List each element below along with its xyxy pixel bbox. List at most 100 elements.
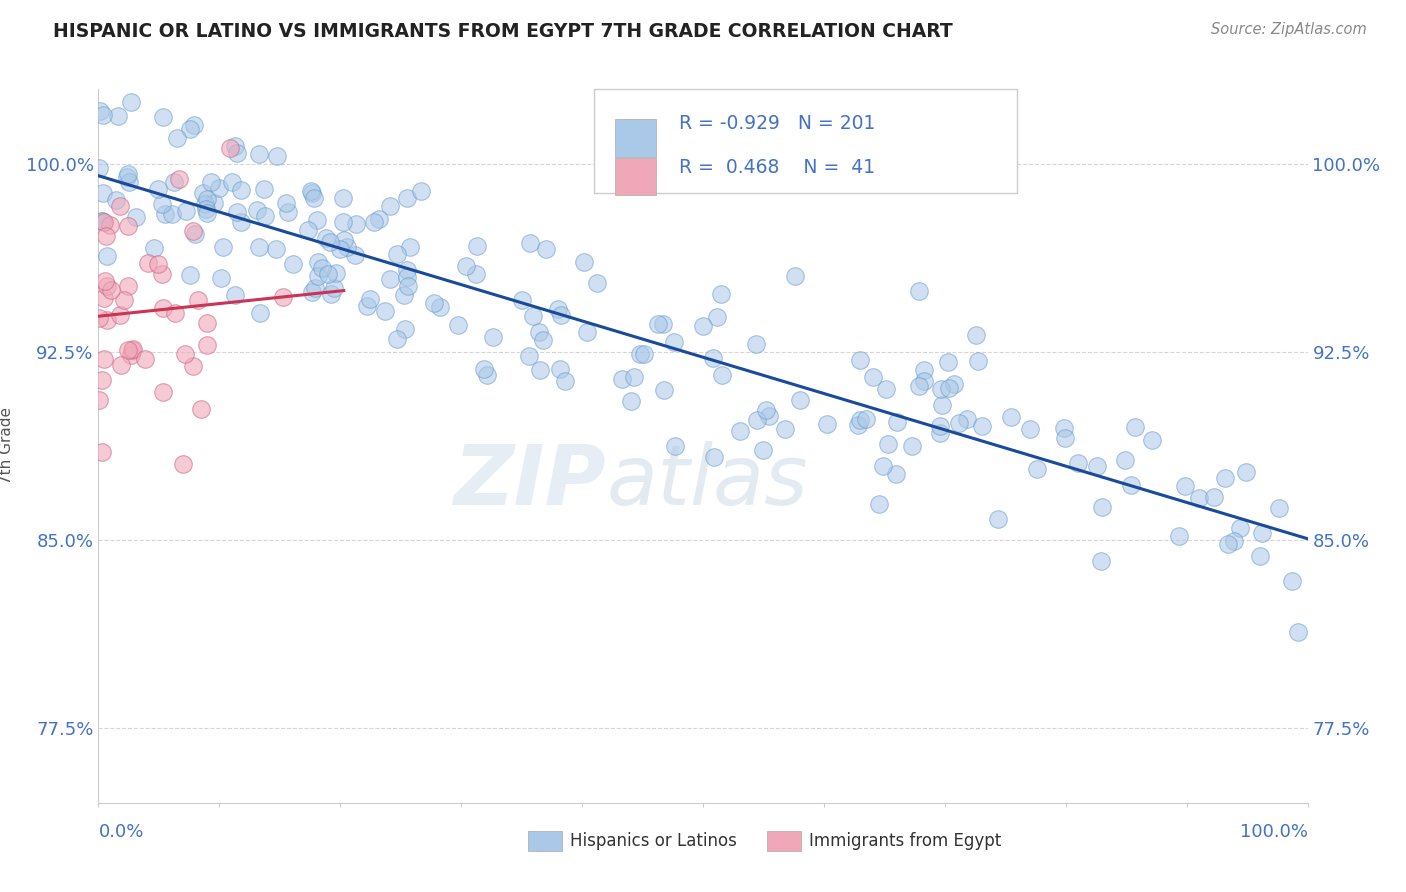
Point xyxy=(299,184,322,198)
Point xyxy=(152,110,174,124)
Point xyxy=(886,467,908,482)
Point xyxy=(1213,471,1236,485)
Point xyxy=(315,231,337,245)
Point xyxy=(332,192,354,206)
Point xyxy=(117,343,139,357)
Point xyxy=(120,95,142,109)
Point xyxy=(307,213,329,227)
Point xyxy=(868,497,890,511)
Point xyxy=(225,146,247,161)
Point xyxy=(253,182,276,196)
Point xyxy=(692,318,714,333)
Point xyxy=(344,248,367,262)
Point xyxy=(385,333,408,347)
Point xyxy=(710,287,733,301)
Point xyxy=(91,186,114,200)
Point xyxy=(1286,625,1309,640)
Point xyxy=(200,175,222,189)
Point xyxy=(464,268,486,282)
Point xyxy=(304,281,326,295)
Point xyxy=(322,281,344,295)
Point xyxy=(110,359,132,373)
Point xyxy=(475,368,498,382)
Point xyxy=(152,196,174,211)
Point xyxy=(1167,529,1189,543)
Point xyxy=(274,196,297,211)
Point xyxy=(711,368,734,382)
Point xyxy=(359,292,381,306)
Point xyxy=(664,439,686,453)
Point xyxy=(886,415,908,429)
Point xyxy=(153,206,176,220)
Point xyxy=(758,409,780,424)
Point xyxy=(183,118,205,132)
Point xyxy=(1067,456,1090,470)
Point xyxy=(110,308,132,322)
Point xyxy=(184,227,207,241)
Point xyxy=(163,306,186,320)
Point xyxy=(482,329,505,343)
Point xyxy=(522,309,544,323)
Point xyxy=(936,355,959,369)
Bar xyxy=(768,830,801,851)
Point xyxy=(907,284,929,298)
Point xyxy=(929,418,952,433)
Point xyxy=(197,206,219,220)
Point xyxy=(703,450,725,464)
Point xyxy=(848,413,870,427)
Point xyxy=(224,288,246,302)
Point xyxy=(662,335,685,350)
Point xyxy=(547,301,569,316)
Point xyxy=(550,308,572,322)
Point xyxy=(356,299,378,313)
Point xyxy=(872,459,894,474)
Point xyxy=(311,260,333,275)
Point xyxy=(517,349,540,363)
Point xyxy=(107,109,129,123)
Point xyxy=(301,285,323,299)
Point xyxy=(148,257,170,271)
Point xyxy=(332,215,354,229)
Point xyxy=(1229,520,1251,534)
Point xyxy=(1000,410,1022,425)
Point xyxy=(912,362,935,376)
Point xyxy=(194,202,217,216)
Point xyxy=(271,290,294,304)
Point xyxy=(929,426,952,441)
Point xyxy=(307,268,329,283)
Point xyxy=(190,401,212,416)
Text: Source: ZipAtlas.com: Source: ZipAtlas.com xyxy=(1211,22,1367,37)
Point xyxy=(281,257,304,271)
Point xyxy=(1114,453,1136,467)
Point xyxy=(862,370,884,384)
Point xyxy=(1251,526,1274,541)
Point xyxy=(333,233,356,247)
Point xyxy=(1174,478,1197,492)
Point xyxy=(628,347,651,361)
Point xyxy=(301,186,323,201)
Point xyxy=(121,343,143,358)
Point xyxy=(368,211,391,226)
Point xyxy=(754,403,776,417)
Point xyxy=(112,293,135,308)
Point xyxy=(122,342,145,356)
Point xyxy=(955,412,977,426)
Point xyxy=(855,412,877,426)
Point xyxy=(938,381,960,395)
Point xyxy=(385,247,408,261)
Bar xyxy=(614,120,655,157)
Point xyxy=(321,287,343,301)
Point xyxy=(319,235,342,250)
Point xyxy=(117,175,139,189)
Text: HISPANIC OR LATINO VS IMMIGRANTS FROM EGYPT 7TH GRADE CORRELATION CHART: HISPANIC OR LATINO VS IMMIGRANTS FROM EG… xyxy=(53,22,953,41)
Point xyxy=(90,445,112,459)
Point xyxy=(93,215,115,229)
Point xyxy=(1054,431,1077,445)
Bar xyxy=(614,158,655,195)
Point xyxy=(264,242,287,256)
Point xyxy=(395,191,418,205)
Point xyxy=(510,293,533,307)
Point xyxy=(249,306,271,320)
Point xyxy=(1140,434,1163,448)
Point xyxy=(752,442,775,457)
